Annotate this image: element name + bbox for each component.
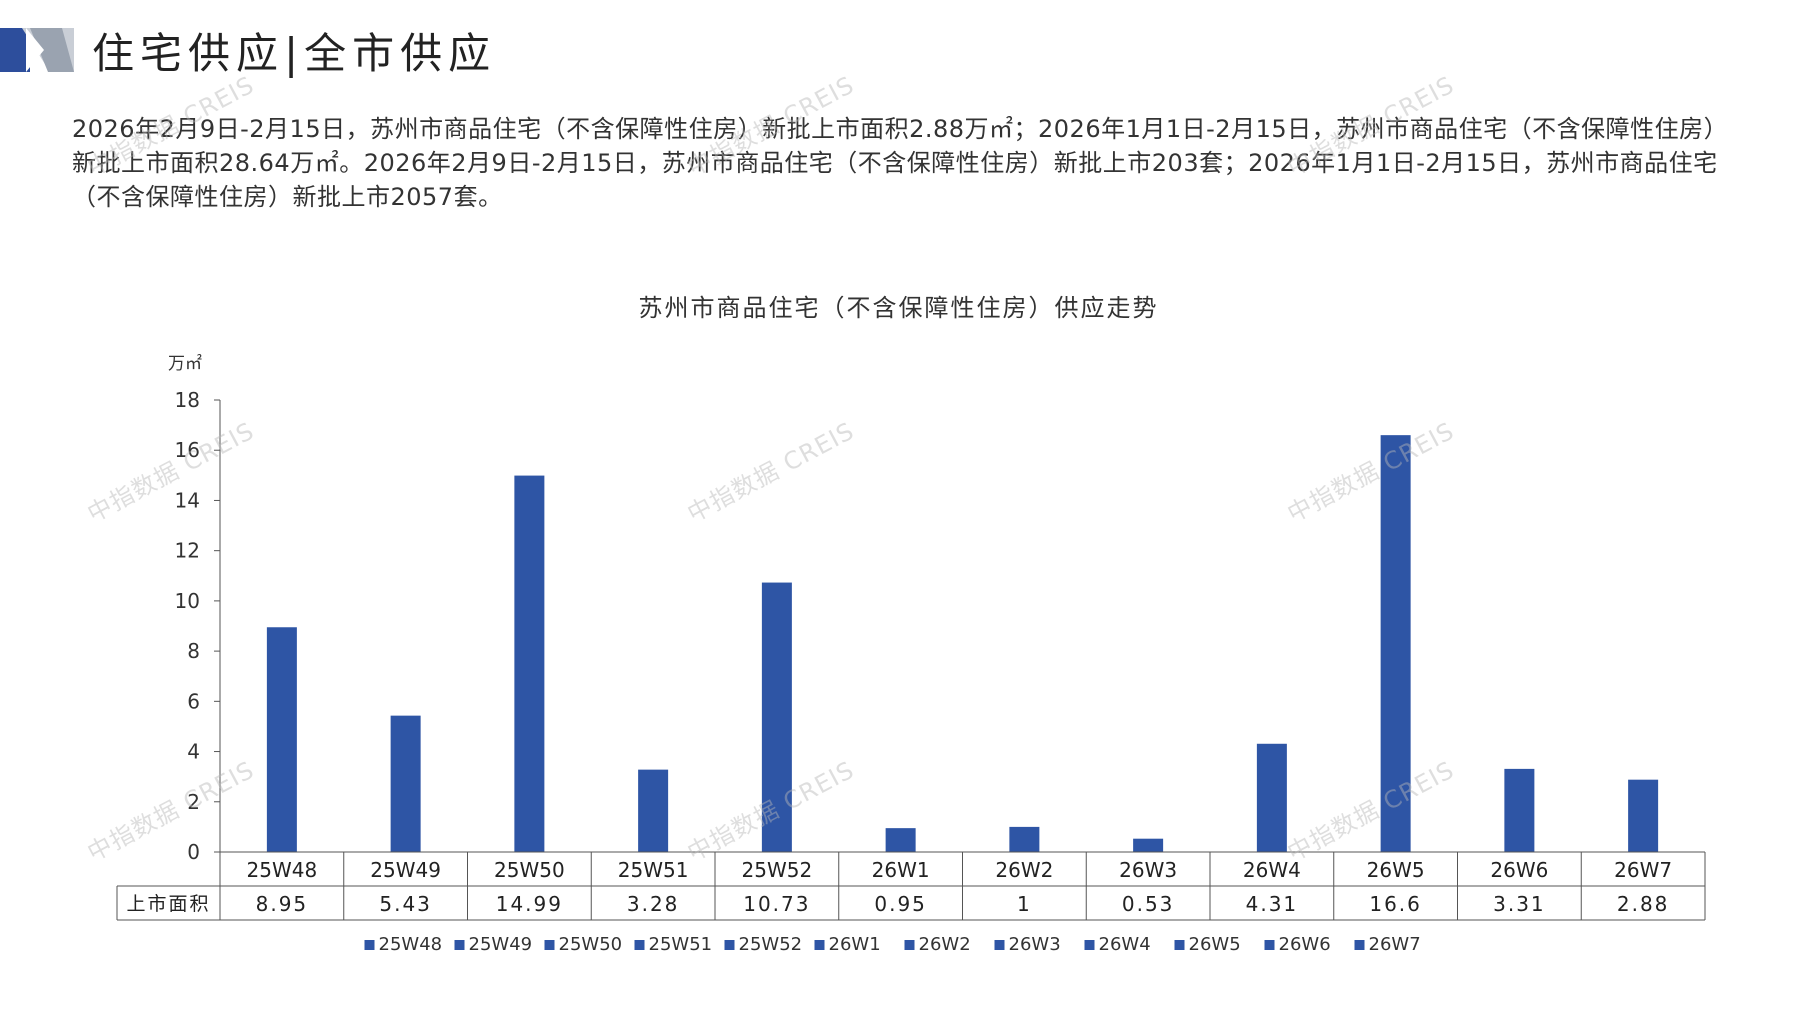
y-tick-label: 4 — [187, 740, 200, 764]
table-value-cell: 4.31 — [1246, 892, 1299, 916]
y-tick-label: 10 — [175, 589, 200, 613]
legend-label: 26W6 — [1279, 934, 1331, 955]
bar-26W2 — [1009, 826, 1040, 852]
x-category-label: 26W2 — [995, 858, 1053, 882]
x-category-label: 25W51 — [618, 858, 689, 882]
summary-paragraph: 2026年2月9日-2月15日，苏州市商品住宅（不含保障性住房）新批上市面积2.… — [72, 115, 1729, 211]
table-value-cell: 14.99 — [496, 892, 563, 916]
legend-label: 26W1 — [829, 934, 881, 955]
table-value-cell: 3.28 — [627, 892, 680, 916]
y-tick-label: 6 — [187, 689, 200, 713]
legend-swatch — [544, 940, 555, 950]
legend-swatch — [994, 940, 1005, 950]
legend-swatch — [1084, 940, 1095, 950]
legend-label: 25W49 — [469, 934, 533, 955]
y-tick-label: 16 — [175, 438, 200, 462]
legend-swatch — [814, 940, 825, 950]
legend-label: 26W5 — [1189, 934, 1241, 955]
bar-26W5 — [1380, 435, 1411, 852]
legend-swatch — [904, 940, 915, 950]
legend-label: 25W48 — [379, 934, 443, 955]
x-category-label: 26W7 — [1614, 858, 1672, 882]
table-series-label: 上市面积 — [126, 893, 210, 915]
bar-25W52 — [761, 582, 792, 852]
table-value-cell: 0.95 — [874, 892, 927, 916]
bar-26W3 — [1133, 838, 1164, 852]
x-category-label: 26W3 — [1119, 858, 1177, 882]
legend-label: 26W3 — [1009, 934, 1061, 955]
table-value-cell: 8.95 — [256, 892, 309, 916]
legend-label: 25W51 — [649, 934, 713, 955]
bar-25W50 — [514, 475, 545, 852]
y-tick-label: 12 — [175, 539, 200, 563]
legend-label: 26W4 — [1099, 934, 1151, 955]
bar-26W4 — [1256, 743, 1287, 852]
table-value-cell: 2.88 — [1617, 892, 1670, 916]
x-category-label: 25W52 — [742, 858, 813, 882]
table-value-cell: 0.53 — [1122, 892, 1175, 916]
legend-swatch — [724, 940, 735, 950]
bar-26W7 — [1628, 779, 1659, 852]
bar-26W6 — [1504, 768, 1535, 852]
brand-logo — [0, 28, 74, 72]
legend-label: 25W52 — [739, 934, 803, 955]
table-value-cell: 3.31 — [1493, 892, 1546, 916]
table-value-cell: 16.6 — [1369, 892, 1422, 916]
y-tick-label: 18 — [175, 388, 200, 412]
bar-26W1 — [885, 828, 916, 852]
legend-swatch — [1174, 940, 1185, 950]
y-tick-label: 14 — [175, 488, 200, 512]
y-tick-label: 2 — [187, 790, 200, 814]
y-tick-label: 0 — [187, 840, 200, 864]
table-value-cell: 1 — [1017, 892, 1032, 916]
legend-label: 26W2 — [919, 934, 971, 955]
legend-swatch — [634, 940, 645, 950]
y-axis-unit-label: 万㎡ — [168, 354, 202, 374]
legend-swatch — [454, 940, 465, 950]
x-category-label: 25W49 — [370, 858, 441, 882]
x-category-label: 25W48 — [247, 858, 318, 882]
x-category-label: 25W50 — [494, 858, 565, 882]
legend-label: 25W50 — [559, 934, 623, 955]
x-category-label: 26W6 — [1490, 858, 1548, 882]
bar-25W49 — [390, 715, 421, 852]
table-value-cell: 10.73 — [743, 892, 810, 916]
bar-25W48 — [266, 627, 297, 852]
y-tick-label: 8 — [187, 639, 200, 663]
x-category-label: 26W1 — [872, 858, 930, 882]
legend-swatch — [1354, 940, 1365, 950]
chart-title: 苏州市商品住宅（不含保障性住房）供应走势 — [638, 294, 1159, 322]
table-value-cell: 5.43 — [379, 892, 432, 916]
page-title: 住宅供应|全市供应 — [92, 29, 497, 78]
x-category-label: 26W4 — [1243, 858, 1301, 882]
legend-swatch — [364, 940, 375, 950]
x-category-label: 26W5 — [1367, 858, 1425, 882]
bar-25W51 — [638, 769, 669, 852]
legend-swatch — [1264, 940, 1275, 950]
legend-label: 26W7 — [1369, 934, 1421, 955]
